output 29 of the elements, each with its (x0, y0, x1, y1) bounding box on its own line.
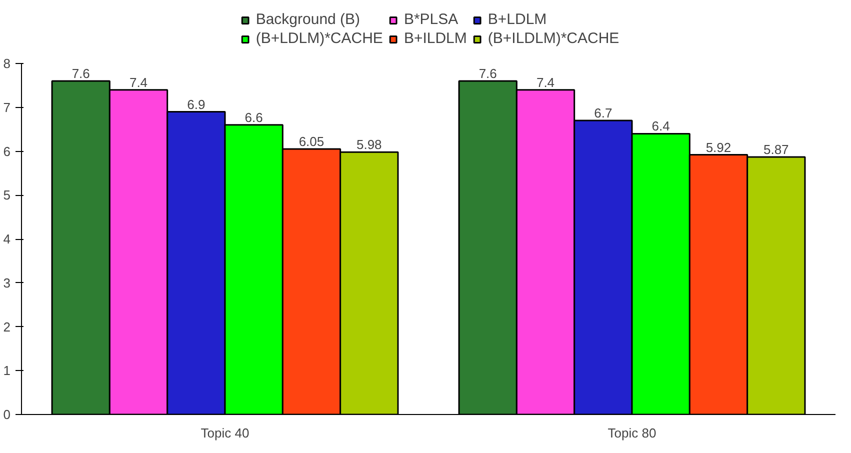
y-tick-label: 0 (3, 407, 11, 422)
y-tick-label: 6 (3, 144, 11, 159)
y-tick-label: 2 (3, 319, 11, 334)
data-label: 6.4 (652, 118, 670, 134)
y-tick-label: 3 (3, 275, 11, 290)
data-label: 5.87 (763, 142, 789, 157)
data-label: 7.4 (536, 74, 555, 90)
y-tick-label: 4 (3, 232, 11, 246)
data-label: 6.05 (298, 134, 324, 150)
x-tick-label: Topic 80 (608, 426, 656, 440)
data-label: 7.6 (72, 66, 90, 82)
data-label: 7.4 (129, 74, 148, 90)
legend-label: B*PLSA (404, 11, 458, 28)
legend-label: B+LDLM (488, 11, 547, 28)
data-label: 6.9 (187, 96, 206, 112)
x-tick-label: Topic 40 (200, 426, 250, 440)
data-label: 5.92 (706, 140, 732, 155)
y-tick-label: 5 (3, 188, 11, 203)
data-label: 7.6 (478, 66, 497, 82)
legend-label: B+ILDLM (404, 30, 467, 47)
y-tick-label: 7 (3, 100, 11, 115)
data-label: 5.98 (356, 137, 382, 152)
legend-label: (B+ILDLM)*CACHE (488, 30, 620, 47)
data-label: 6.6 (244, 110, 263, 125)
data-label: 6.7 (594, 106, 612, 121)
legend-label: (B+LDLM)*CACHE (256, 30, 383, 47)
y-tick-label: 8 (3, 56, 11, 71)
legend-label: Background (B) (256, 11, 360, 28)
y-tick-label: 1 (3, 363, 11, 378)
